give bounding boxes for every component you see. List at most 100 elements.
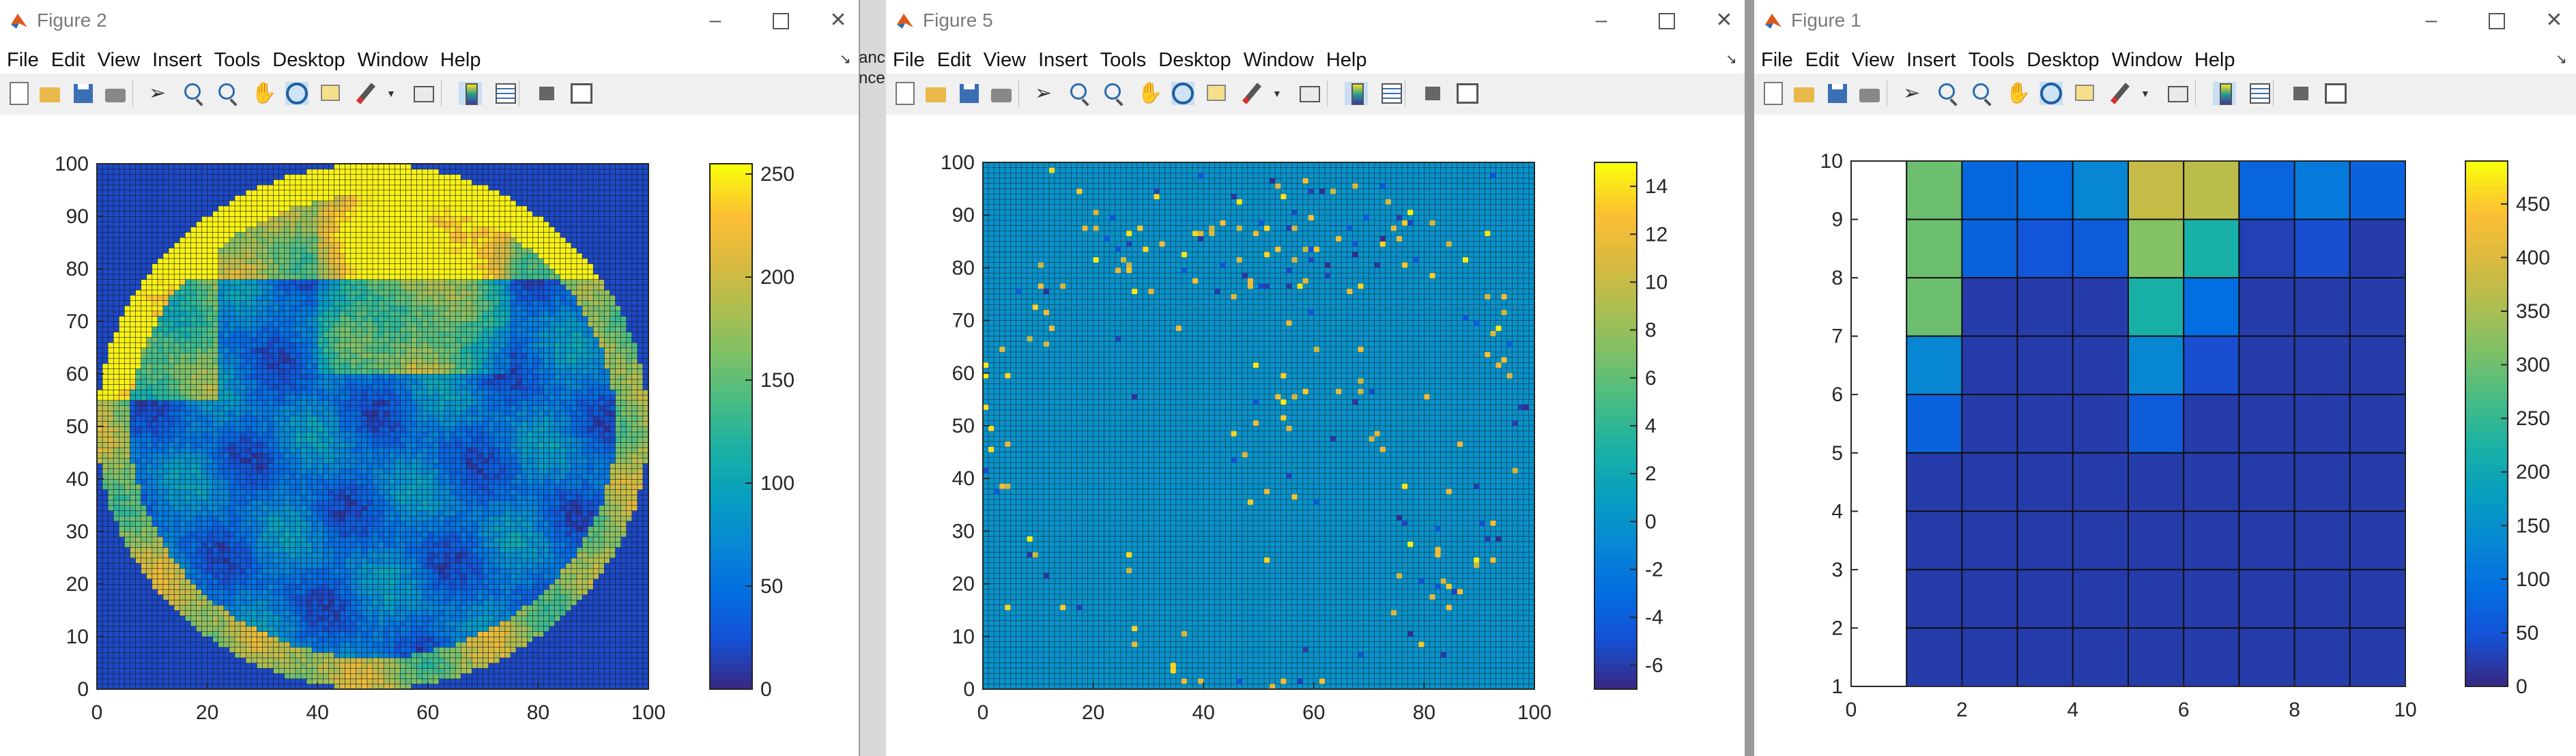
insert-legend-icon[interactable] [494, 82, 517, 105]
heatmap-cell [405, 562, 412, 569]
heatmap-cell [212, 468, 219, 474]
heatmap-cell [334, 630, 341, 637]
heatmap-cell [168, 489, 175, 495]
figure-canvas[interactable]: 0 20 40 60 80 100 0 10 20 30 40 50 60 70 80 90 100 0 50 100… [0, 115, 859, 756]
heatmap-cell [190, 499, 197, 506]
title-bar[interactable]: Figure 2 – ✕ [0, 0, 859, 44]
heatmap-cell [521, 673, 528, 680]
heatmap-cell [173, 568, 180, 575]
heatmap-cell [289, 515, 296, 522]
close-button[interactable]: ✕ [829, 9, 847, 31]
heatmap-cell [571, 678, 577, 684]
heatmap-cell [257, 441, 263, 448]
heatmap-cell [499, 641, 506, 648]
heatmap-cell [400, 521, 407, 527]
menu-view[interactable]: View [97, 49, 141, 71]
heatmap-cell [135, 473, 142, 480]
heatmap-cell [460, 478, 467, 485]
menu-edit[interactable]: Edit [51, 49, 85, 71]
pan-icon[interactable]: ✋ [251, 82, 277, 104]
heatmap-cell [571, 657, 577, 664]
menu-file[interactable]: File [7, 49, 39, 71]
heatmap-cell [592, 452, 599, 459]
menu-tools[interactable]: Tools [214, 49, 261, 71]
heatmap-cell [113, 468, 119, 474]
menu-help[interactable]: Help [440, 49, 481, 71]
heatmap-cell [388, 542, 395, 548]
menu-desktop[interactable]: Desktop [272, 49, 345, 71]
heatmap-cell [262, 630, 269, 637]
open-file-icon[interactable] [40, 82, 63, 105]
heatmap-cell [631, 562, 638, 569]
heatmap-cell [383, 452, 390, 459]
heatmap-cell [234, 447, 241, 454]
heatmap-cell [234, 473, 241, 480]
heatmap-cell [510, 441, 517, 448]
heatmap-cell [223, 525, 230, 532]
data-cursor-icon[interactable] [318, 82, 341, 105]
heatmap-cell [284, 557, 291, 564]
heatmap-cell [438, 457, 445, 464]
show-plot-tools-icon[interactable] [569, 82, 592, 105]
rotate-icon[interactable] [285, 82, 309, 105]
heatmap-cell [278, 626, 285, 632]
brush-icon[interactable] [354, 82, 377, 105]
heatmap-cell [455, 657, 461, 664]
heatmap-cell [372, 599, 379, 606]
heatmap-cell [251, 547, 257, 553]
hide-plot-tools-icon[interactable] [535, 82, 558, 105]
heatmap-cell [444, 568, 450, 575]
heatmap-cell [350, 452, 357, 459]
heatmap-cell [433, 505, 440, 511]
heatmap-cell [626, 463, 633, 469]
heatmap-cell [245, 426, 252, 433]
figure-window-1[interactable]: Figure 2 – ✕ File Edit View Insert Tools Deskt… [0, 0, 860, 756]
link-plot-icon[interactable] [411, 82, 434, 105]
heatmap-cell [472, 568, 478, 575]
print-icon[interactable] [105, 82, 128, 105]
heatmap-cell [571, 441, 577, 448]
heatmap-cell [411, 583, 418, 590]
heatmap-cell [521, 515, 528, 522]
dock-figure-icon[interactable]: ↘ [840, 52, 851, 67]
heatmap-cell [311, 620, 318, 627]
zoom-out-icon[interactable] [217, 82, 240, 106]
heatmap-cell [334, 531, 341, 538]
heatmap-cell [218, 610, 225, 616]
heatmap-cell [257, 468, 263, 474]
heatmap-cell [499, 630, 506, 637]
save-icon[interactable] [72, 82, 96, 105]
minimize-button[interactable]: – [709, 9, 721, 31]
insert-colorbar-icon[interactable] [459, 82, 482, 105]
maximize-button[interactable] [762, 5, 800, 35]
heatmap-cell [576, 630, 583, 637]
heatmap-cell [460, 667, 467, 674]
heatmap-cell [135, 531, 142, 538]
heatmap-cell [278, 441, 285, 448]
heatmap-cell [460, 620, 467, 627]
heatmap-cell [113, 630, 119, 637]
heatmap-cell [526, 478, 533, 485]
menu-insert[interactable]: Insert [152, 49, 202, 71]
heatmap-cell [350, 521, 357, 527]
heatmap-cell [345, 615, 352, 622]
heatmap-cell [96, 557, 103, 564]
heatmap-cell [334, 657, 341, 664]
heatmap-cell [472, 610, 478, 616]
heatmap-cell [549, 652, 556, 658]
heatmap-cell [411, 647, 418, 653]
heatmap-cell [543, 557, 550, 564]
pointer-icon[interactable]: ➢ [149, 82, 167, 104]
heatmap-cell [367, 489, 373, 495]
heatmap-cell [400, 589, 407, 596]
heatmap-cell [240, 437, 246, 443]
heatmap-cell [130, 431, 137, 438]
menu-window[interactable]: Window [357, 49, 428, 71]
new-figure-icon[interactable] [7, 82, 30, 105]
heatmap-cell [377, 457, 384, 464]
heatmap-cell [135, 525, 142, 532]
zoom-in-icon[interactable] [183, 82, 206, 106]
heatmap-cell [565, 568, 572, 575]
heatmap-cell [268, 568, 274, 575]
brush-dropdown-icon[interactable]: ▼ [386, 88, 396, 99]
